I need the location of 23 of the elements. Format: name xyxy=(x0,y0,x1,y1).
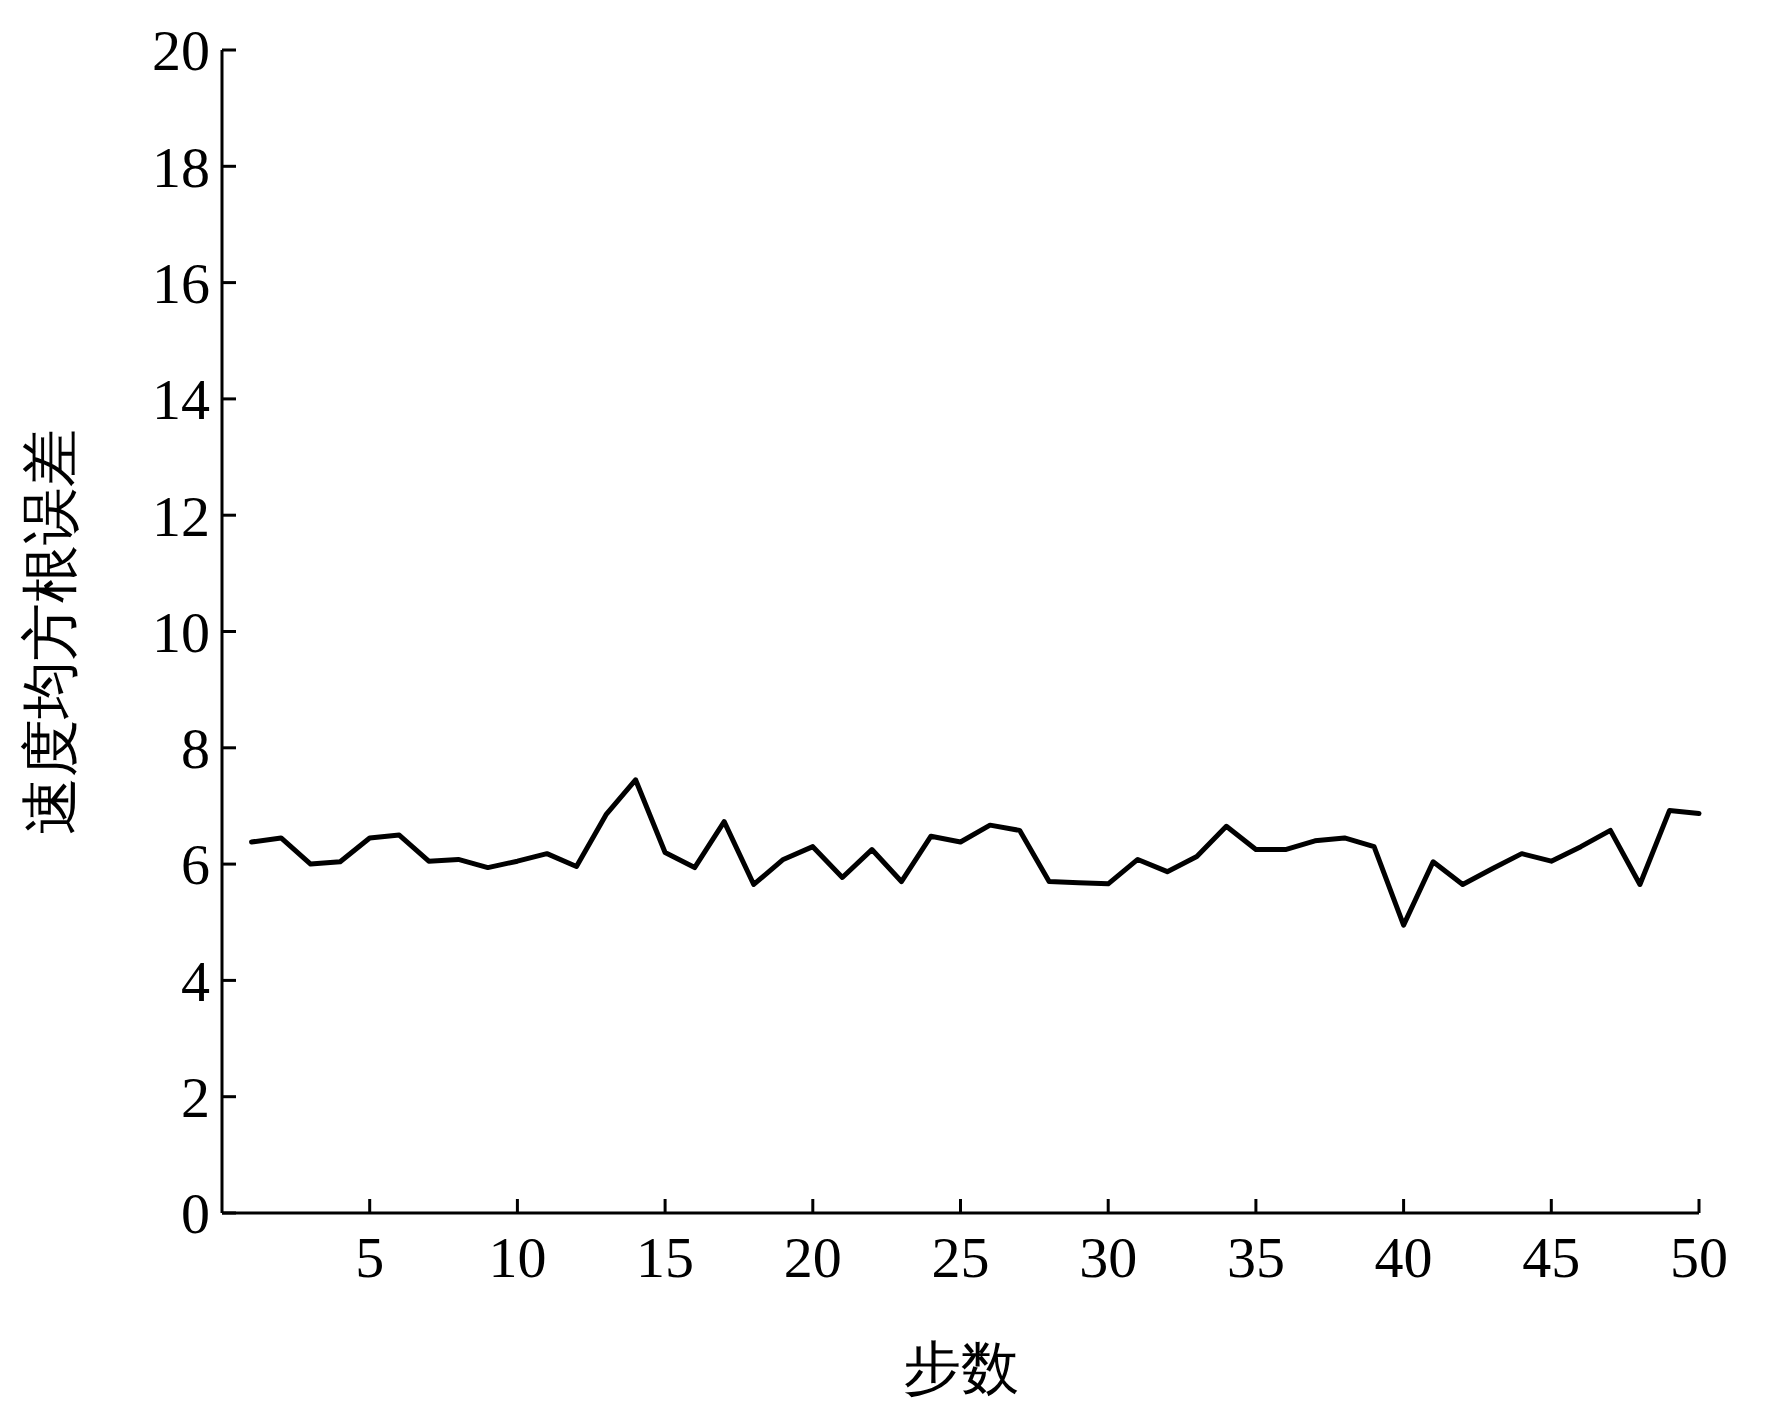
y-tick-label: 8 xyxy=(181,716,210,782)
y-tick-label: 0 xyxy=(181,1181,210,1247)
y-tick-label: 4 xyxy=(181,948,210,1014)
x-tick-label: 15 xyxy=(636,1225,695,1290)
x-tick-label: 10 xyxy=(488,1225,547,1290)
x-tick-label: 50 xyxy=(1670,1225,1728,1290)
y-tick-label: 20 xyxy=(152,18,210,84)
y-tick-label: 14 xyxy=(152,367,210,433)
x-tick-label: 45 xyxy=(1522,1225,1581,1290)
x-axis-title: 步数 xyxy=(902,1336,1019,1401)
y-tick-label: 18 xyxy=(152,134,210,200)
y-tick-label: 10 xyxy=(152,599,210,665)
x-tick-label: 20 xyxy=(783,1225,842,1290)
x-tick-label: 5 xyxy=(355,1225,385,1290)
y-tick-label: 6 xyxy=(181,832,210,898)
x-tick-label: 35 xyxy=(1226,1225,1285,1290)
y-tick-label: 16 xyxy=(152,250,210,316)
x-tick-label: 30 xyxy=(1079,1225,1138,1290)
y-tick-label: 2 xyxy=(181,1065,210,1130)
y-axis-title: 速度均方根误差 xyxy=(18,428,83,835)
x-tick-label: 25 xyxy=(931,1225,990,1290)
y-tick-label: 12 xyxy=(152,483,210,549)
x-tick-label: 40 xyxy=(1374,1225,1433,1290)
